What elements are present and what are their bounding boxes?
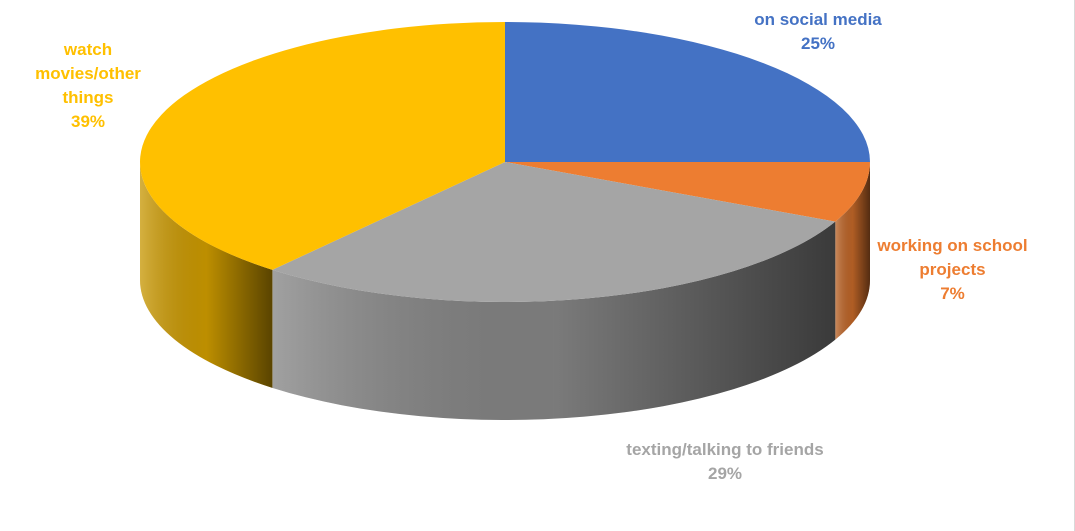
data-label-movies-other: watch movies/other things 39% (18, 38, 158, 134)
data-label-category: working on school projects (877, 236, 1028, 279)
pie-slice-texting-talking-to-friends (272, 162, 836, 302)
pie-side-shading (139, 162, 273, 388)
data-label-percent: 29% (707, 464, 743, 483)
data-label-school-projects: working on school projects 7% (860, 234, 1045, 306)
pie-slice-watch-movies-other-things (140, 22, 506, 270)
pie-side-shading (272, 221, 836, 420)
pie-side-shading (835, 162, 870, 340)
data-label-social-media: on social media 25% (718, 8, 918, 56)
pie-slice-on-social-media (505, 22, 870, 162)
data-label-category: watch movies/other things (35, 40, 141, 107)
pie-slice-working-on-school-projects (505, 162, 870, 222)
data-label-category: on social media (754, 10, 882, 29)
data-label-category: texting/talking to friends (626, 440, 824, 459)
data-label-texting-friends: texting/talking to friends 29% (610, 438, 840, 486)
data-label-percent: 25% (800, 34, 836, 53)
data-label-percent: 7% (940, 284, 965, 303)
data-label-percent: 39% (70, 112, 106, 131)
